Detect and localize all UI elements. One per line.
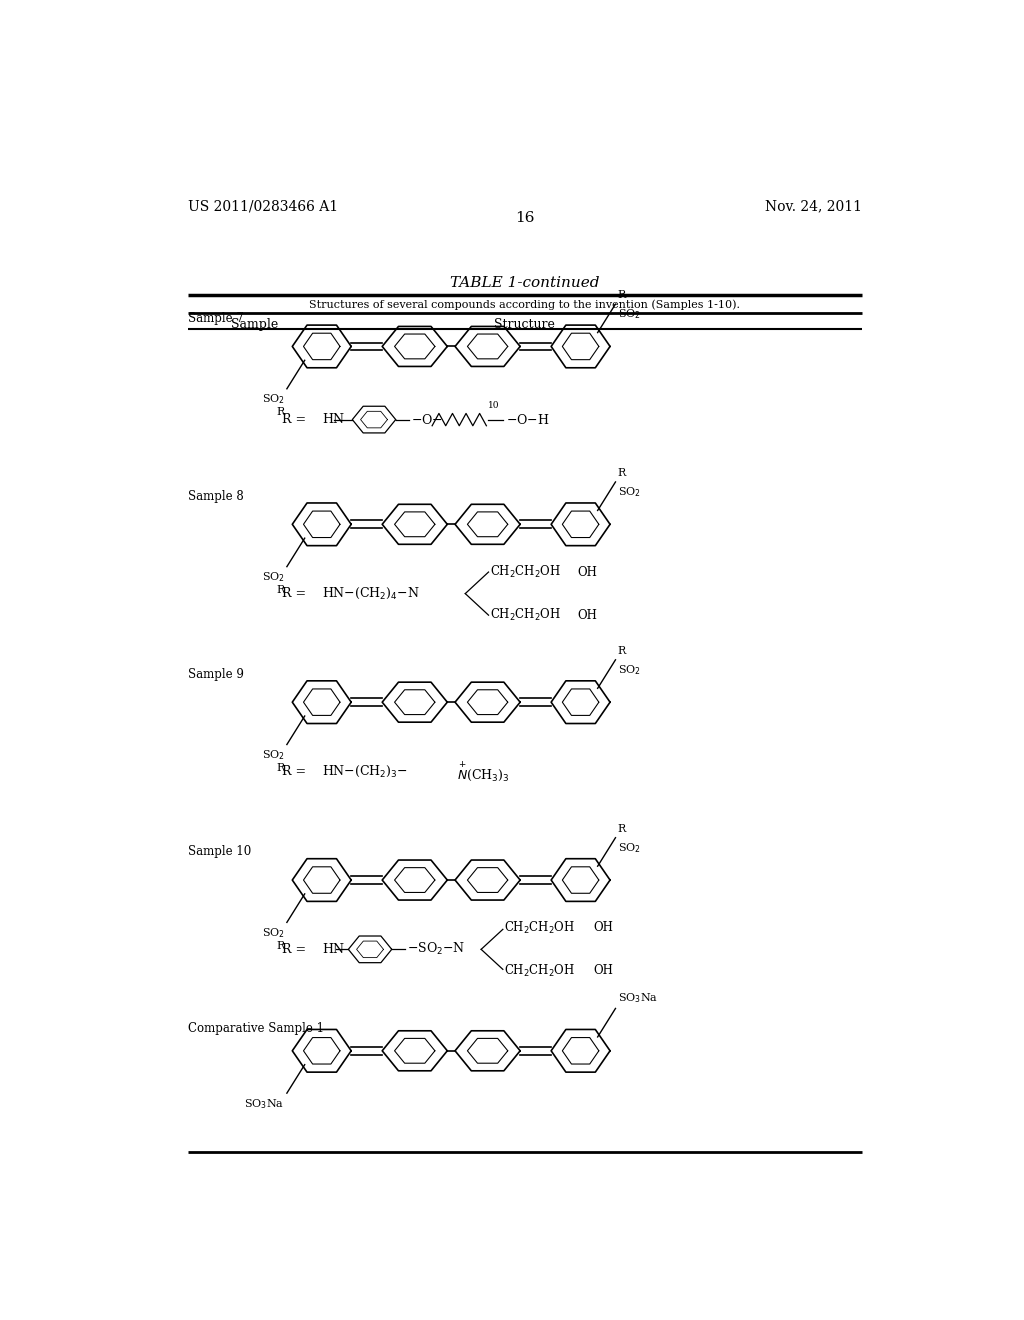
Text: SO$_3$Na: SO$_3$Na (245, 1097, 285, 1111)
Text: Sample 10: Sample 10 (187, 845, 251, 858)
Text: HN: HN (323, 413, 344, 426)
Text: SO$_2$: SO$_2$ (617, 663, 641, 677)
Text: R: R (276, 763, 285, 774)
Text: R: R (276, 585, 285, 595)
Text: TABLE 1-continued: TABLE 1-continued (451, 276, 599, 290)
Text: OH: OH (578, 609, 598, 622)
Text: 16: 16 (515, 211, 535, 226)
Text: R: R (276, 408, 285, 417)
Text: SO$_2$: SO$_2$ (261, 570, 285, 585)
Text: $\overset{+}{N}$(CH$_3$)$_3$: $\overset{+}{N}$(CH$_3$)$_3$ (458, 760, 510, 783)
Text: CH$_2$CH$_2$OH: CH$_2$CH$_2$OH (505, 962, 575, 979)
Text: SO$_2$: SO$_2$ (617, 484, 641, 499)
Text: OH: OH (594, 921, 613, 935)
Text: R =: R = (283, 587, 306, 601)
Text: Nov. 24, 2011: Nov. 24, 2011 (765, 199, 862, 213)
Text: OH: OH (594, 965, 613, 977)
Text: SO$_2$: SO$_2$ (261, 748, 285, 762)
Text: HN$-$(CH$_2$)$_3$$-$: HN$-$(CH$_2$)$_3$$-$ (323, 764, 409, 779)
Text: Sample 7: Sample 7 (187, 312, 244, 325)
Text: $-$O$-$: $-$O$-$ (412, 413, 443, 426)
Text: HN$-$(CH$_2$)$_4$$-$N: HN$-$(CH$_2$)$_4$$-$N (323, 586, 420, 601)
Text: R: R (617, 290, 626, 300)
Text: R =: R = (283, 413, 306, 426)
Text: Sample 9: Sample 9 (187, 668, 244, 681)
Text: R: R (617, 645, 626, 656)
Text: R =: R = (283, 942, 306, 956)
Text: Sample 8: Sample 8 (187, 490, 244, 503)
Text: 10: 10 (488, 401, 500, 411)
Text: $-$O$-$H: $-$O$-$H (506, 413, 549, 426)
Text: $-$SO$_2$$-$N: $-$SO$_2$$-$N (408, 941, 466, 957)
Text: R: R (617, 469, 626, 478)
Text: Structure: Structure (495, 318, 555, 331)
Text: OH: OH (578, 565, 598, 578)
Text: Sample: Sample (231, 318, 279, 331)
Text: Structures of several compounds according to the invention (Samples 1-10).: Structures of several compounds accordin… (309, 300, 740, 310)
Text: R =: R = (283, 766, 306, 777)
Text: SO$_2$: SO$_2$ (261, 392, 285, 407)
Text: Comparative Sample 1: Comparative Sample 1 (187, 1022, 324, 1035)
Text: R: R (617, 824, 626, 834)
Text: SO$_3$Na: SO$_3$Na (617, 991, 657, 1005)
Text: CH$_2$CH$_2$OH: CH$_2$CH$_2$OH (505, 920, 575, 936)
Text: SO$_2$: SO$_2$ (617, 308, 641, 321)
Text: US 2011/0283466 A1: US 2011/0283466 A1 (187, 199, 338, 213)
Text: CH$_2$CH$_2$OH: CH$_2$CH$_2$OH (490, 607, 561, 623)
Text: CH$_2$CH$_2$OH: CH$_2$CH$_2$OH (490, 564, 561, 579)
Text: HN: HN (323, 942, 344, 956)
Text: SO$_2$: SO$_2$ (617, 841, 641, 854)
Text: SO$_2$: SO$_2$ (261, 927, 285, 940)
Text: R: R (276, 941, 285, 950)
